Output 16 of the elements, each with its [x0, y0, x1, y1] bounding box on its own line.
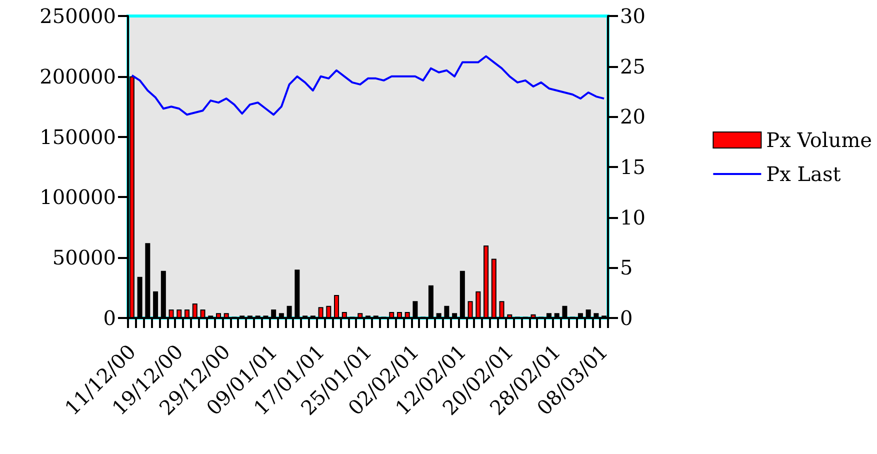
y2-tick-label: 5: [620, 256, 633, 280]
y-tick-label: 250000: [40, 4, 116, 28]
y-tick-label: 50000: [52, 246, 116, 270]
y-tick-label: 200000: [40, 64, 116, 88]
y2-tick-label: 10: [620, 205, 646, 230]
y-tick-label: 150000: [40, 124, 116, 149]
y2-tick-label: 15: [620, 155, 646, 179]
y-tick-label: 100000: [40, 185, 116, 210]
legend-label: Px Volume: [766, 128, 872, 152]
y2-tick-label: 0: [620, 306, 633, 330]
legend-label: Px Last: [766, 162, 841, 186]
line-series: [130, 55, 606, 116]
y2-tick-label: 25: [620, 54, 646, 78]
y-tick-label: 0: [103, 306, 116, 330]
y2-tick-label: 30: [620, 4, 646, 28]
y2-tick-label: 20: [620, 104, 646, 129]
